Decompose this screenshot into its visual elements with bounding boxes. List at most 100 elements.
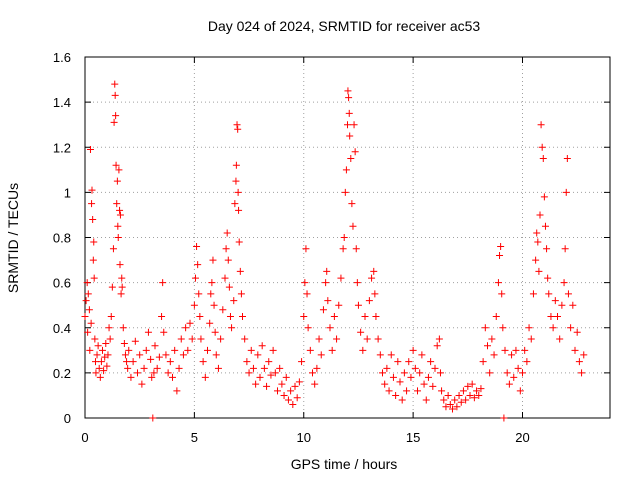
data-point: [231, 200, 239, 208]
data-point: [561, 245, 569, 253]
data-point: [116, 211, 124, 219]
data-point: [254, 351, 262, 359]
data-point: [514, 364, 522, 372]
data-point: [405, 358, 413, 366]
data-point: [455, 391, 463, 399]
data-point: [429, 382, 437, 390]
data-point: [301, 279, 309, 287]
data-point: [249, 364, 257, 372]
data-point: [112, 112, 120, 120]
data-point: [182, 324, 190, 332]
data-point: [88, 200, 96, 208]
y-tick-label: 0.4: [53, 321, 71, 336]
data-point: [385, 387, 393, 395]
data-point: [554, 312, 561, 320]
data-point: [525, 324, 533, 332]
data-point: [304, 324, 312, 332]
data-point: [278, 380, 286, 388]
data-point: [113, 200, 121, 208]
data-point: [346, 132, 354, 140]
data-point: [317, 351, 325, 359]
data-point: [571, 346, 579, 354]
data-point: [151, 342, 159, 350]
data-point: [214, 364, 222, 372]
data-point: [339, 245, 347, 253]
data-point: [142, 346, 150, 354]
data-point: [108, 283, 116, 291]
data-point: [436, 369, 444, 377]
data-point: [490, 351, 498, 359]
data-point: [222, 245, 230, 253]
data-point: [459, 387, 467, 395]
data-point: [260, 364, 268, 372]
data-point: [431, 364, 439, 372]
data-point: [199, 358, 207, 366]
data-point: [376, 351, 384, 359]
data-point: [105, 324, 113, 332]
data-point: [353, 279, 361, 287]
data-point: [328, 346, 336, 354]
data-point: [344, 121, 351, 129]
data-point: [123, 358, 131, 366]
data-point: [210, 301, 218, 309]
data-point: [103, 362, 111, 370]
data-point: [166, 358, 174, 366]
data-point: [267, 371, 275, 379]
data-point: [90, 238, 98, 246]
data-point: [85, 306, 93, 314]
data-point: [340, 234, 348, 241]
data-point: [519, 369, 526, 377]
data-point: [512, 346, 520, 354]
data-point: [106, 335, 114, 343]
data-point: [175, 364, 183, 372]
data-point: [190, 301, 198, 309]
data-point: [543, 245, 551, 253]
data-point: [563, 155, 571, 163]
data-point: [409, 346, 417, 354]
data-point: [138, 380, 146, 388]
data-point: [134, 369, 141, 377]
y-tick-label: 0.6: [53, 276, 71, 291]
data-point: [492, 312, 500, 320]
data-point: [289, 400, 297, 408]
data-point: [449, 405, 456, 413]
data-point: [556, 335, 564, 343]
data-point: [394, 358, 402, 366]
data-point: [207, 290, 215, 298]
data-point: [416, 369, 424, 377]
data-point: [93, 351, 101, 359]
data-point: [453, 403, 461, 411]
axis-ticks: [84, 56, 610, 419]
data-point: [442, 403, 450, 411]
data-point: [389, 373, 397, 381]
data-point: [503, 369, 511, 377]
data-point: [86, 346, 94, 354]
data-point: [440, 396, 448, 404]
data-point: [396, 378, 404, 386]
data-point: [349, 222, 357, 230]
data-point: [111, 91, 119, 99]
y-tick-label: 1.2: [53, 140, 71, 155]
x-tick-label: 10: [297, 430, 311, 445]
data-point: [252, 380, 260, 388]
data-point: [335, 301, 343, 309]
data-point: [197, 335, 205, 343]
data-point: [256, 373, 264, 381]
data-point: [247, 346, 255, 354]
data-point: [498, 290, 506, 298]
data-point: [117, 290, 125, 298]
data-point: [470, 394, 478, 402]
data-point: [298, 358, 306, 366]
data-point: [418, 351, 426, 359]
data-point: [234, 188, 242, 196]
data-point: [508, 351, 516, 359]
data-point: [344, 87, 352, 95]
data-point: [239, 312, 246, 320]
data-point: [315, 335, 323, 343]
data-point: [352, 245, 360, 253]
data-point: [237, 290, 245, 298]
data-point: [365, 297, 373, 305]
grid: [85, 57, 610, 418]
data-point: [462, 396, 470, 404]
data-point: [217, 335, 225, 343]
